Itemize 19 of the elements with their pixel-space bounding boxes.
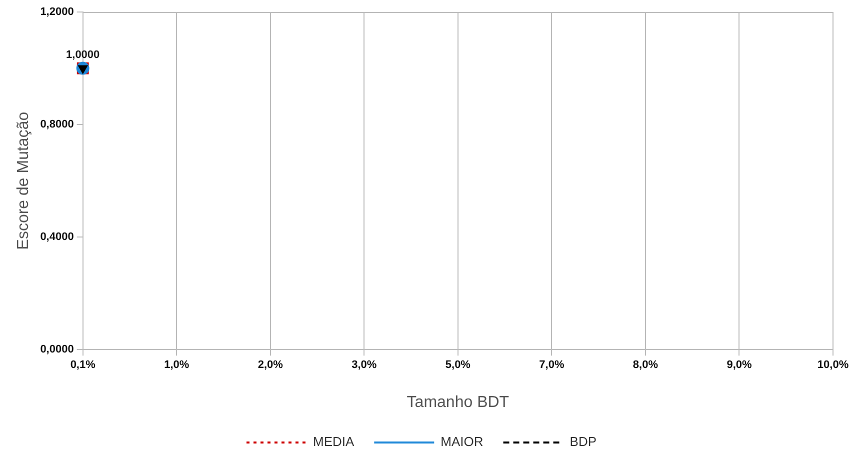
- x-axis-title: Tamanho BDT: [406, 394, 510, 411]
- x-tick-label: 3,0%: [352, 359, 377, 372]
- x-tick-label: 1,0%: [164, 359, 190, 372]
- y-tick-label: 1,2000: [40, 6, 74, 18]
- y-tick-label: 0,8000: [40, 118, 74, 131]
- data-label: 1,0000: [66, 48, 100, 61]
- x-tick-label: 0,1%: [70, 359, 96, 372]
- y-axis-title: Escore de Mutação: [15, 112, 32, 250]
- x-tick-label: 9,0%: [726, 359, 752, 372]
- legend-label: MEDIA: [312, 434, 354, 450]
- x-tick-label: 8,0%: [632, 359, 658, 372]
- y-tick-label: 0,4000: [40, 231, 74, 244]
- legend-label: MAIOR: [440, 434, 484, 450]
- x-tick-label: 7,0%: [539, 359, 564, 372]
- x-tick-label: 2,0%: [258, 359, 284, 372]
- x-tick-label: 5,0%: [445, 359, 471, 372]
- y-tick-label: 0,0000: [40, 344, 74, 356]
- legend-label: BDP: [570, 434, 597, 450]
- x-tick-label: 10,0%: [817, 359, 849, 372]
